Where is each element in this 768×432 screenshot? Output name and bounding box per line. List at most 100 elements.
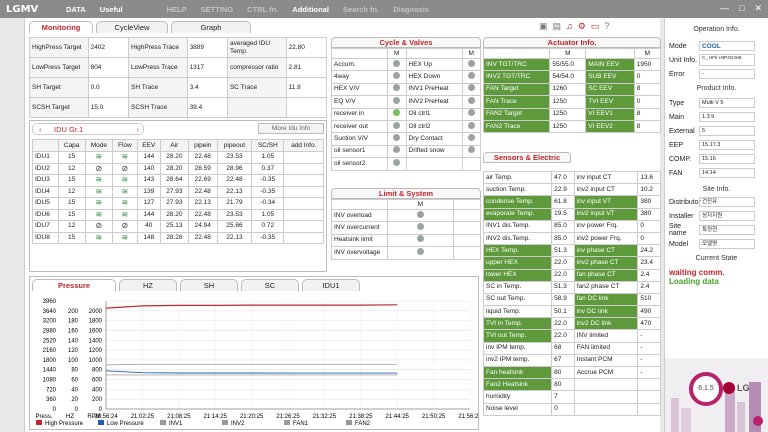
rpm-tick-label: 1400 bbox=[89, 338, 103, 344]
tab-graph[interactable]: Graph bbox=[171, 21, 251, 33]
operation-info-title: Operation Info. bbox=[693, 26, 740, 33]
idu-header-row: Capa Mode Flow EEV Air pipein pipeout SC/SH add … bbox=[32, 139, 324, 152]
comp-value: 15.16 bbox=[699, 154, 755, 164]
distributor-value: 건진유 bbox=[699, 197, 755, 207]
sensor-row: HEX Temp. 51.3 inv phase CT 24.2 bbox=[482, 244, 661, 258]
cycle-row: receiver in Oil ctrl1 bbox=[331, 107, 481, 121]
sensor-label: inv IPM temp. bbox=[482, 341, 553, 355]
valve-label: INV2 PreHeat bbox=[405, 95, 463, 109]
maximize-icon[interactable]: □ bbox=[739, 3, 745, 13]
tab-monitoring[interactable]: Monitoring bbox=[29, 21, 93, 33]
rpm-tick-label: 1000 bbox=[89, 358, 103, 364]
time-tick-label: 21:32:25 bbox=[313, 414, 337, 420]
sensor-label: upper HEX bbox=[482, 256, 553, 270]
sensor-value bbox=[637, 390, 661, 404]
more-idu-info-button[interactable]: More Idu Info bbox=[258, 123, 324, 134]
sensor-row: inv IPM temp. 68 FAN limited - bbox=[482, 341, 661, 355]
idu-cell: 28.20 bbox=[160, 151, 189, 164]
idu-cell: 12 bbox=[57, 185, 86, 198]
print-icon[interactable]: ▤ bbox=[552, 21, 562, 31]
valve-label: 4way bbox=[331, 70, 388, 84]
status-indicator bbox=[387, 246, 454, 260]
sensor-label: condense Temp. bbox=[482, 195, 553, 209]
table-row: IDU4 12 ≋ ≋ 139 27.93 22.48 22.13 -0.35 bbox=[32, 185, 324, 198]
help-icon[interactable]: ? bbox=[604, 21, 610, 31]
settings-icon[interactable]: ⚙ bbox=[577, 21, 586, 31]
idu-cell: 22.48 bbox=[187, 231, 218, 244]
table-row: IDU3 15 ≋ ≋ 143 28.64 22.69 22.48 -0.35 bbox=[32, 174, 324, 187]
summary-value bbox=[285, 97, 328, 118]
status-dot-icon bbox=[393, 121, 401, 129]
menu-ctrl[interactable]: CTRL fn. bbox=[247, 4, 279, 14]
hz-tick-label: 80 bbox=[71, 368, 78, 374]
toolbar-icons: ▣ ▤ ♫ ⚙ ▭ ? bbox=[539, 21, 609, 32]
graph-tab-sh[interactable]: SH bbox=[180, 279, 238, 291]
hz-tick-label: 160 bbox=[68, 328, 79, 334]
minimize-icon[interactable]: — bbox=[720, 3, 730, 13]
limit-label: INV overcurrent bbox=[331, 221, 388, 235]
distributor-label: Distributor bbox=[669, 198, 701, 206]
idu-cell bbox=[283, 220, 324, 233]
pressure-chart: 3960364032002880252021601800144010807203… bbox=[35, 299, 478, 427]
chevron-left-icon[interactable]: ‹ bbox=[39, 125, 42, 134]
idu-panel: ‹ IDU Gr.1 › More Idu Info Capa Mode Flow E… bbox=[29, 120, 327, 272]
save-icon[interactable]: ▣ bbox=[539, 21, 548, 31]
menu-search[interactable]: Search fn. bbox=[342, 4, 380, 14]
close-icon[interactable]: ✕ bbox=[754, 3, 762, 13]
graph-tab-hz[interactable]: HZ bbox=[119, 279, 177, 291]
state-loading: Loading data bbox=[669, 277, 719, 286]
chevron-right-icon[interactable]: › bbox=[136, 125, 140, 134]
sensor-value: 0 bbox=[637, 219, 661, 233]
menu-additional[interactable]: Additional bbox=[292, 4, 329, 14]
fan-label: FAN bbox=[669, 169, 683, 177]
status-dot-icon bbox=[467, 109, 475, 117]
sensor-value: 510 bbox=[637, 292, 661, 307]
display-icon[interactable]: ▭ bbox=[590, 21, 600, 31]
menu-help[interactable]: HELP bbox=[166, 4, 187, 14]
axis-name-label: Press. bbox=[35, 414, 52, 420]
fan-icon: ≋ bbox=[112, 197, 138, 210]
axis-name-label: RPM bbox=[87, 414, 100, 420]
menu-setting[interactable]: SETTING bbox=[200, 4, 234, 14]
idu-header-cell: add Info. bbox=[283, 139, 324, 152]
off-icon: ⊘ bbox=[112, 162, 138, 175]
status-dot-icon bbox=[393, 109, 401, 117]
menu-diagnosis[interactable]: Diagnosis bbox=[393, 4, 430, 14]
installer-value: 성지지원 bbox=[699, 211, 755, 221]
time-tick-label: 21:20:25 bbox=[240, 414, 264, 420]
idu-cell bbox=[283, 197, 324, 210]
status-indicator bbox=[387, 70, 407, 84]
tab-cycleview[interactable]: CycleView bbox=[96, 21, 168, 33]
graph-tab-idu1[interactable]: IDU1 bbox=[302, 279, 360, 291]
time-tick-label: 21:02:25 bbox=[131, 414, 155, 420]
sensor-value: 24.2 bbox=[637, 244, 661, 258]
mode-value: COOL bbox=[699, 41, 755, 51]
menu-useful[interactable]: Useful bbox=[99, 4, 123, 14]
sensor-label: inv DC link bbox=[573, 305, 639, 319]
menu-data[interactable]: DATA bbox=[66, 4, 86, 14]
app-logo: LGMV bbox=[6, 3, 39, 15]
valve-label: oil sensor1 bbox=[331, 144, 388, 159]
limit-col-head: M bbox=[387, 199, 454, 210]
idu-cell bbox=[283, 231, 324, 244]
fan-icon: ≋ bbox=[112, 208, 138, 221]
sensor-value: 50.1 bbox=[551, 305, 575, 319]
bell-icon[interactable]: ♫ bbox=[566, 21, 573, 31]
idu-group-selector[interactable]: ‹ IDU Gr.1 › bbox=[32, 123, 144, 135]
error-label: Error bbox=[669, 70, 685, 78]
legend-swatch bbox=[36, 420, 42, 425]
status-indicator bbox=[461, 157, 481, 171]
status-indicator bbox=[387, 119, 407, 134]
sensor-value: 22.0 bbox=[551, 268, 575, 282]
sensor-label: evaporate Temp. bbox=[482, 207, 553, 221]
sensor-label: suction Temp. bbox=[482, 183, 553, 197]
status-indicator bbox=[461, 57, 481, 72]
graph-tab-sc[interactable]: SC bbox=[241, 279, 299, 291]
actuator-value: 1950 bbox=[633, 57, 662, 72]
status-indicator bbox=[461, 82, 481, 97]
status-indicator bbox=[387, 221, 454, 235]
sensor-row: SC in Temp. 51.3 fan2 phase CT 2.4 bbox=[482, 280, 661, 294]
graph-tab-pressure[interactable]: Pressure bbox=[32, 279, 116, 291]
press-tick-label: 1800 bbox=[43, 358, 57, 364]
